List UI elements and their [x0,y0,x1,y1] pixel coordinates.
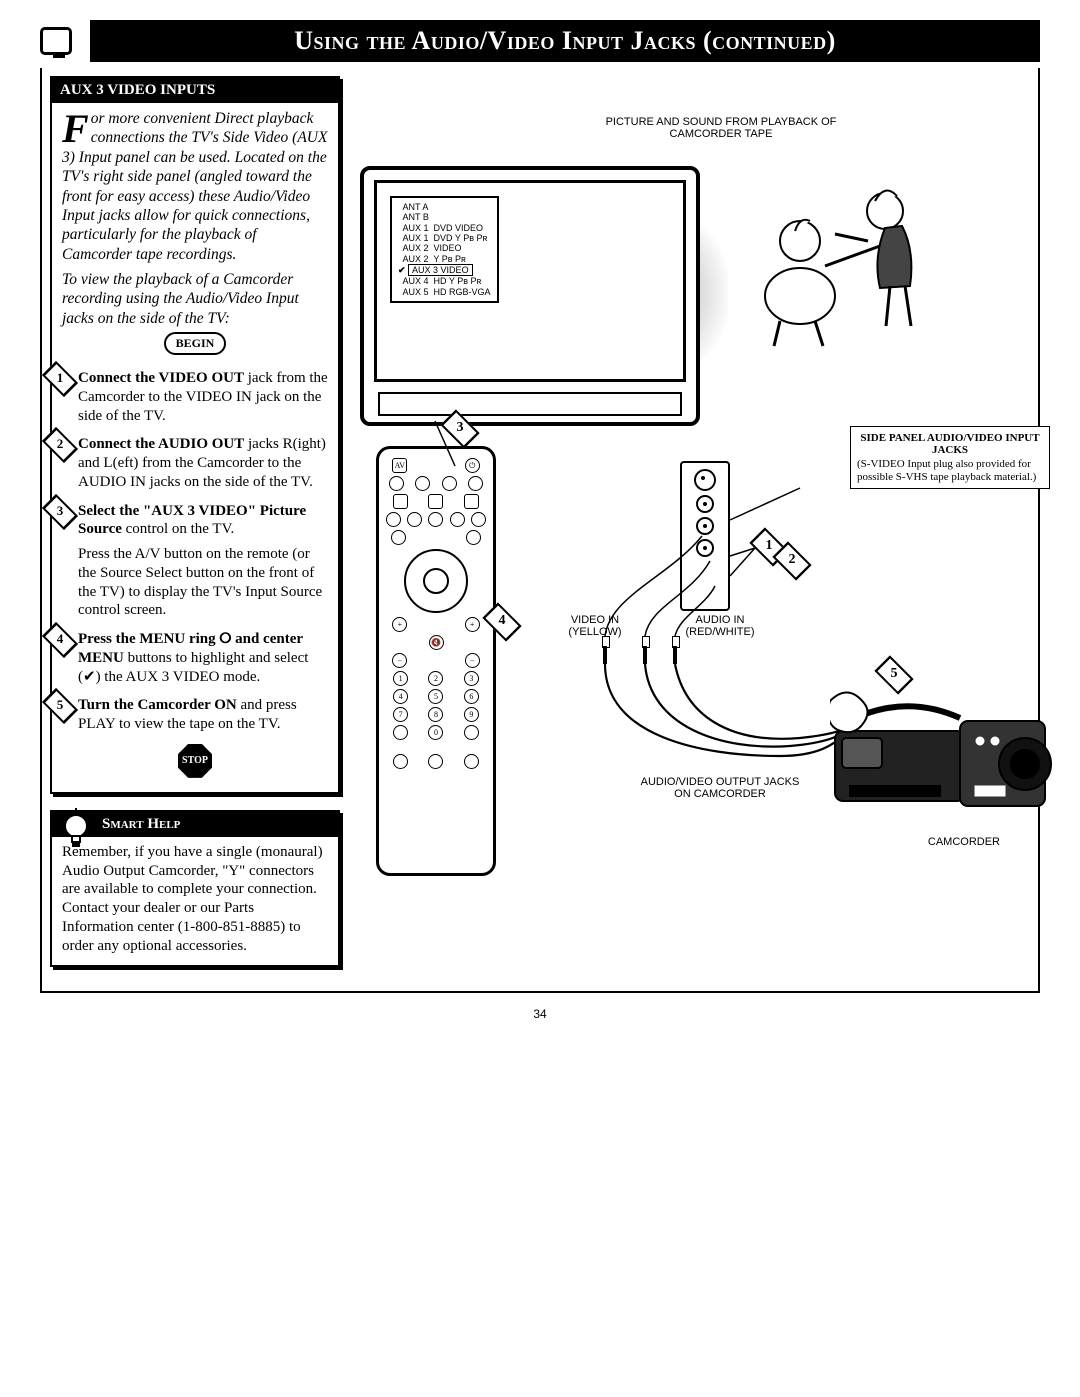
tv-frame: ANT A ANT B AUX 1 DVD VIDEO AUX 1 DVD Y … [360,166,700,426]
osd-line: AUX 1 DVD VIDEO [398,223,491,233]
diagram-marker-5: 5 [880,664,908,686]
lightbulb-icon [58,806,94,854]
remote-power-button: ⏻ [465,458,480,473]
camcorder-jacks-label: AUDIO/VIDEO OUTPUT JACKS ON CAMCORDER [640,776,800,800]
camcorder-label: CAMCORDER [928,836,1000,848]
osd-line: ✔ AUX 3 VIDEO [398,264,491,276]
plug-audio-l [670,636,680,664]
instructions-box: AUX 3 VIDEO INPUTS For more convenient D… [50,76,340,794]
plug-audio-r [640,636,650,664]
step-5: 5Turn the Camcorder ON and press PLAY to… [62,696,328,734]
camcorder-illustration [830,686,1060,826]
side-input-panel [680,461,730,611]
video-in-label: VIDEO IN (YELLOW) [550,614,640,638]
step-text: Connect the VIDEO OUT jack from the Camc… [78,369,328,425]
osd-menu: ANT A ANT B AUX 1 DVD VIDEO AUX 1 DVD Y … [390,196,499,303]
intro-sub: To view the playback of a Camcorder reco… [62,270,328,328]
audio-r-jack [696,517,714,535]
step-2: 2Connect the AUDIO OUT jacks R(ight) and… [62,435,328,491]
osd-line: ANT A [398,202,491,212]
step-4: 4Press the MENU ring ⭘ and center MENU b… [62,630,328,686]
osd-line: ANT B [398,212,491,222]
smart-help-header: Smart Help [52,812,338,837]
kids-illustration [740,156,960,356]
step-number: 1 [48,369,72,389]
audio-in-label: AUDIO IN (RED/WHITE) [670,614,770,638]
step-number: 4 [48,630,72,650]
smart-help-body: Remember, if you have a single (monaural… [62,843,328,956]
tv-icon [40,27,72,55]
osd-line: AUX 5 HD RGB-VGA [398,287,491,297]
step-3: 3Select the "AUX 3 VIDEO" Picture Source… [62,502,328,621]
intro-text: For more convenient Direct playback conn… [62,109,328,264]
step-text: Select the "AUX 3 VIDEO" Picture Source … [78,502,328,621]
video-in-jack [696,495,714,513]
step-number: 2 [48,435,72,455]
audio-l-jack [696,539,714,557]
begin-badge: BEGIN [164,332,227,355]
osd-line: AUX 4 HD Y Pʙ Pʀ [398,276,491,286]
remote-control: AV⏻ ++ 🔇 −− 123 456 789 0 [376,446,496,876]
side-panel-callout: SIDE PANEL AUDIO/VIDEO INPUT JACKS (S-VI… [850,426,1050,489]
connection-diagram: PICTURE AND SOUND FROM PLAYBACK OF CAMCO… [360,116,1030,936]
section-header: AUX 3 VIDEO INPUTS [52,78,338,103]
stop-badge: STOP [178,744,212,778]
osd-line: AUX 2 VIDEO [398,243,491,253]
step-text: Press the MENU ring ⭘ and center MENU bu… [78,630,328,686]
diagram-marker-4: 4 [488,611,516,633]
remote-menu-ring [404,549,468,613]
step-1: 1Connect the VIDEO OUT jack from the Cam… [62,369,328,425]
tv-base [378,392,682,416]
diagram-marker-2: 2 [778,550,806,572]
step-text: Connect the AUDIO OUT jacks R(ight) and … [78,435,328,491]
step-number: 5 [48,696,72,716]
plug-video [600,636,610,664]
smart-help-box: Smart Help Remember, if you have a singl… [50,810,340,968]
osd-line: AUX 1 DVD Y Pʙ Pʀ [398,233,491,243]
content-frame: AUX 3 VIDEO INPUTS For more convenient D… [40,68,1040,993]
step-number: 3 [48,502,72,522]
page-title: Using the Audio/Video Input Jacks (conti… [90,20,1040,62]
svideo-jack [694,469,716,491]
diagram-top-caption: PICTURE AND SOUND FROM PLAYBACK OF CAMCO… [591,116,851,140]
diagram-marker-3: 3 [446,418,474,440]
step-text: Turn the Camcorder ON and press PLAY to … [78,696,328,734]
osd-line: AUX 2 Y Pʙ Pʀ [398,254,491,264]
remote-av-button: AV [392,458,407,473]
dropcap: F [62,113,89,145]
page-number: 34 [40,1007,1040,1021]
